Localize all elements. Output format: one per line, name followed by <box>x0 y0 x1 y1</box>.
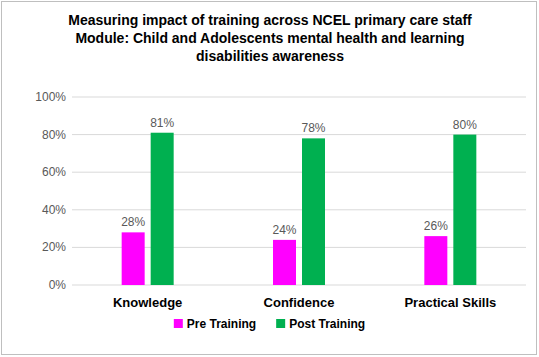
legend-swatch <box>276 319 285 328</box>
data-label: 81% <box>150 116 174 130</box>
category-label: Practical Skills <box>404 295 496 310</box>
bar <box>273 240 296 285</box>
grid-line <box>72 97 526 98</box>
category-label: Knowledge <box>113 295 182 310</box>
subtitle-line: disabilities awareness <box>196 48 344 64</box>
bar <box>151 133 174 285</box>
bar <box>122 232 145 285</box>
chart-frame <box>2 2 537 355</box>
legend-label: Pre Training <box>187 317 256 331</box>
data-label: 26% <box>424 219 448 233</box>
chart: Measuring impact of training across NCEL… <box>0 0 539 357</box>
tick-label: 0% <box>49 278 67 292</box>
bar <box>453 135 476 285</box>
subtitle: Module: Child and Adolescents mental hea… <box>75 30 464 64</box>
tick-label: 80% <box>42 128 66 142</box>
bar <box>424 236 447 285</box>
bar <box>302 138 325 285</box>
data-label: 78% <box>301 121 325 135</box>
tick-label: 60% <box>42 165 66 179</box>
legend-label: Post Training <box>289 317 365 331</box>
category-label: Confidence <box>264 295 335 310</box>
legend-item: Pre Training <box>174 317 256 331</box>
tick-label: 20% <box>42 240 66 254</box>
legend-swatch <box>174 319 183 328</box>
tick-label: 40% <box>42 203 66 217</box>
data-label: 80% <box>453 118 477 132</box>
data-label: 24% <box>272 223 296 237</box>
tick-label: 100% <box>35 90 66 104</box>
bars <box>122 133 477 285</box>
subtitle-line: Module: Child and Adolescents mental hea… <box>75 30 464 46</box>
legend-item: Post Training <box>276 317 365 331</box>
title: Measuring impact of training across NCEL… <box>68 12 472 28</box>
data-label: 28% <box>121 215 145 229</box>
legend: Pre Training Post Training <box>174 317 365 331</box>
